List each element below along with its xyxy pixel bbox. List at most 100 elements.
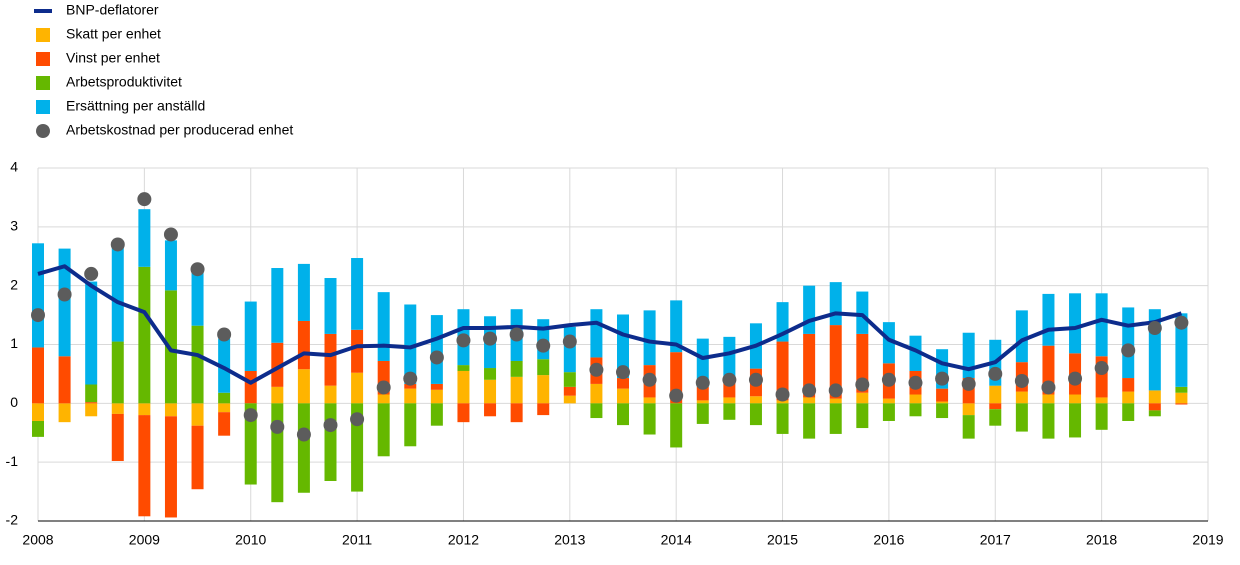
dot <box>31 308 45 323</box>
bar-segment <box>563 326 576 373</box>
bar-segment <box>962 403 975 416</box>
bar-segment <box>1122 378 1135 392</box>
bar-segment <box>1122 403 1135 421</box>
bar-segment <box>670 300 683 353</box>
bar-segment <box>882 398 895 404</box>
bar-segment <box>1015 310 1028 363</box>
bar-segment <box>510 403 523 423</box>
bar-segment <box>776 400 789 404</box>
legend-label: Arbetskostnad per producerad enhet <box>66 122 293 138</box>
bar-segment <box>696 400 709 404</box>
bar-segment <box>111 403 124 414</box>
bar-segment <box>58 403 71 423</box>
bar-segment <box>590 383 603 404</box>
bar-segment <box>856 333 869 393</box>
dot <box>270 419 285 434</box>
bar-segment <box>723 397 736 404</box>
x-tick-label: 2018 <box>1086 532 1117 548</box>
dot <box>961 376 976 391</box>
bar-segment <box>749 403 762 426</box>
bar-segment <box>218 403 231 413</box>
bar-segment <box>1175 392 1188 404</box>
bar-segment <box>1042 293 1055 346</box>
dot <box>1174 315 1189 330</box>
bar-segment <box>1148 410 1161 417</box>
y-tick-label: 3 <box>10 218 18 234</box>
bar-segment <box>164 416 177 518</box>
dot <box>163 227 178 242</box>
bar-segment <box>164 240 177 291</box>
bar-segment <box>1069 293 1082 354</box>
bar-segment <box>563 372 576 387</box>
bar-segment <box>1148 390 1161 404</box>
bar-segment <box>164 290 177 404</box>
bar-segment <box>32 403 44 421</box>
bar-segment <box>803 397 816 404</box>
bar-segment <box>164 403 177 417</box>
bar-segment <box>882 322 895 364</box>
legend-symbol <box>36 100 50 114</box>
y-tick-label: -1 <box>6 453 19 469</box>
dot <box>1147 321 1162 336</box>
bar-segment <box>457 403 470 423</box>
dot <box>1014 373 1029 388</box>
dot <box>110 237 125 252</box>
bar-segment <box>244 370 257 404</box>
bar-segment <box>218 338 231 393</box>
bar-segment <box>803 285 816 334</box>
dot <box>84 266 99 281</box>
dot <box>828 383 843 398</box>
bar-segment <box>670 403 683 448</box>
bar-segment <box>111 413 124 461</box>
bar-segment <box>537 375 550 404</box>
x-tick-label: 2019 <box>1192 532 1223 548</box>
x-tick-label: 2017 <box>980 532 1011 548</box>
x-tick-label: 2011 <box>342 532 372 548</box>
bar-segment <box>271 386 284 404</box>
bar-segment <box>936 403 949 419</box>
bar-segment <box>962 332 975 379</box>
bar-segment <box>856 291 869 334</box>
bar-segment <box>696 386 709 401</box>
bar-segment <box>936 388 949 402</box>
dot <box>403 371 418 386</box>
bar-segment <box>244 301 257 371</box>
bar-segment <box>1042 394 1055 404</box>
bar-segment <box>111 341 124 404</box>
x-tick-label: 2016 <box>873 532 904 548</box>
bar-segment <box>909 403 922 417</box>
dot <box>988 366 1003 381</box>
dot <box>323 418 338 433</box>
legend-symbol <box>36 76 50 90</box>
dot <box>855 377 870 392</box>
bar-segment <box>297 369 310 404</box>
bar-segment <box>430 403 443 426</box>
bar-segment <box>1069 394 1082 404</box>
x-tick-label: 2012 <box>448 532 479 548</box>
dot <box>296 427 311 442</box>
y-tick-label: 4 <box>10 159 18 175</box>
dot <box>908 375 923 390</box>
bar-segment <box>829 325 842 399</box>
x-tick-label: 2008 <box>22 532 53 548</box>
bar-segment <box>32 347 44 404</box>
bar-segment <box>829 282 842 326</box>
bar-segment <box>723 403 736 420</box>
dot <box>669 388 684 403</box>
bar-segment <box>404 304 417 384</box>
bar-segment <box>85 402 98 404</box>
bar-segment <box>271 268 284 343</box>
bar-segment <box>218 412 231 436</box>
dot <box>217 327 232 342</box>
bar-segment <box>590 309 603 358</box>
dot <box>536 338 551 353</box>
bar-segment <box>1122 391 1135 404</box>
bar-segment <box>32 420 44 437</box>
bar-segment <box>138 266 151 404</box>
bar-segment <box>590 403 603 419</box>
bar-segment <box>510 376 523 404</box>
legend-label: Skatt per enhet <box>66 26 161 42</box>
legend-symbol <box>36 52 50 66</box>
bar-segment <box>749 396 762 404</box>
